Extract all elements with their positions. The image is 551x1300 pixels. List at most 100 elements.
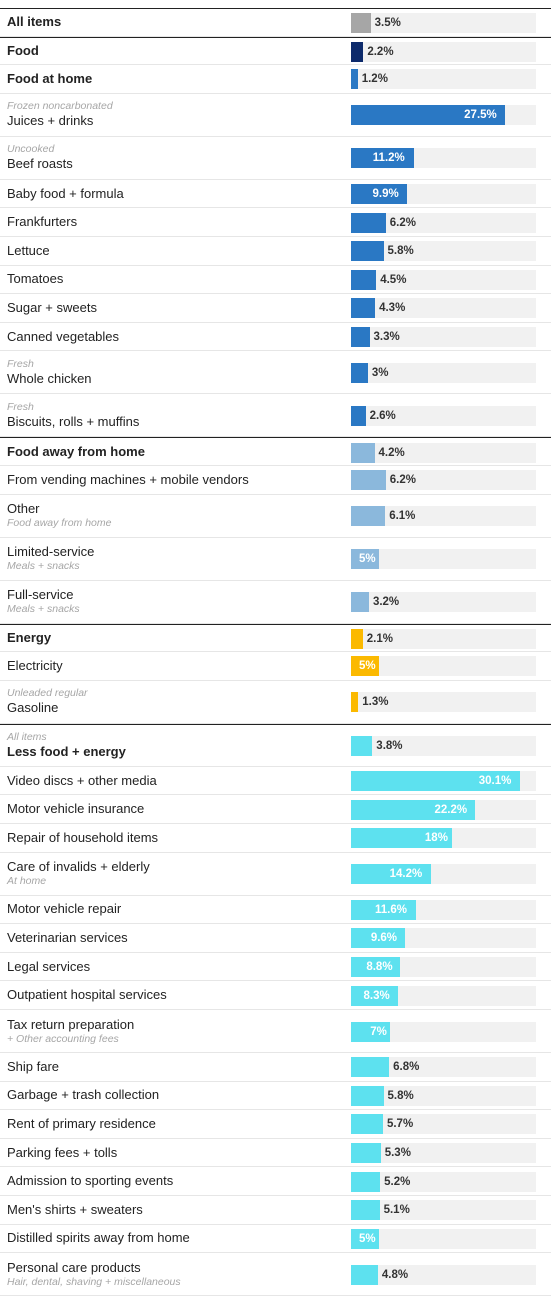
bar-track: 4.8%: [351, 1264, 536, 1285]
row-label-text: Gasoline: [7, 700, 59, 716]
row-label: Fresh Whole chicken: [7, 351, 341, 393]
bar: [351, 628, 363, 649]
row-label: Fresh Biscuits, rolls + muffins: [7, 394, 341, 436]
row-sublabel: Fresh: [7, 400, 34, 413]
row-label-text: Beef roasts: [7, 156, 73, 172]
bar-value-label: 6.8%: [393, 1061, 420, 1074]
chart-row: Uncooked Beef roasts 11.2%: [0, 137, 551, 180]
bar-value-label: 5.1%: [383, 1204, 410, 1217]
row-label: Other Food away from home: [7, 495, 341, 537]
row-label: Electricity: [7, 652, 341, 680]
bar-value-label: 7%: [370, 1025, 387, 1038]
bar: [351, 1114, 383, 1135]
bar-value-label: 11.6%: [375, 903, 407, 916]
bar-track: 6.2%: [351, 212, 536, 233]
chart-row: Tomatoes 4.5%: [0, 266, 551, 295]
bar-track: 3%: [351, 362, 536, 383]
bar-value-label: 6.1%: [389, 510, 416, 523]
bar-track: 3.2%: [351, 592, 536, 613]
bar-track: 2.1%: [351, 628, 536, 649]
row-label-text: Distilled spirits away from home: [7, 1230, 190, 1246]
row-label: Sugar + sweets: [7, 294, 341, 322]
row-label: Tax return preparation + Other accounting…: [7, 1010, 341, 1052]
bar-track: 5.3%: [351, 1143, 536, 1164]
bar-track: 1.2%: [351, 69, 536, 90]
bar: [351, 405, 366, 426]
chart-row: Tax return preparation + Other accounting…: [0, 1010, 551, 1053]
row-label-text: Canned vegetables: [7, 328, 120, 344]
bar: [351, 148, 414, 169]
bar: [351, 1057, 390, 1078]
chart-row: Repair of household items 18%: [0, 824, 551, 853]
chart-row: Lettuce 5.8%: [0, 237, 551, 266]
bar-value-label: 4.3%: [379, 302, 406, 315]
bar-value-label: 8.3%: [363, 989, 390, 1002]
bar: [351, 1171, 381, 1192]
row-label-text: From vending machines + mobile vendors: [7, 471, 249, 487]
row-label: Frankfurters: [7, 208, 341, 236]
bar-value-label: 5%: [359, 1232, 376, 1245]
row-label: Energy: [7, 625, 341, 652]
chart-row: Legal services 8.8%: [0, 953, 551, 982]
bar-value-label: 9.6%: [370, 932, 398, 945]
chart-row: Men's shirts + sweaters 5.1%: [0, 1196, 551, 1225]
bar: [351, 1200, 380, 1221]
bar-track: 4.2%: [351, 442, 536, 463]
chart-row: All items 3.5%: [0, 8, 551, 37]
row-label-text: Whole chicken: [7, 370, 92, 386]
bar-value-label: 9.9%: [372, 188, 399, 201]
bar-track: 11.2%: [351, 148, 536, 169]
chart-row: Other Food away from home 6.1%: [0, 495, 551, 538]
row-label-text: Full-service: [7, 587, 74, 603]
bar: [351, 736, 373, 757]
bar: [351, 269, 377, 290]
row-label-text: Baby food + formula: [7, 185, 124, 201]
bar-value-label: 4.5%: [380, 273, 407, 286]
row-label: Admission to sporting events: [7, 1167, 341, 1195]
row-label-text: Food at home: [7, 70, 93, 86]
chart-row: Video discs + other media 30.1%: [0, 767, 551, 796]
bar: [351, 928, 405, 949]
row-label: Motor vehicle insurance: [7, 795, 341, 823]
bar: [351, 105, 506, 126]
bar-value-label: 6.2%: [389, 216, 416, 229]
bar-track: 8.8%: [351, 957, 536, 978]
chart-row: Admission to sporting events 5.2%: [0, 1167, 551, 1196]
bar-value-label: 5.8%: [387, 1089, 414, 1102]
row-label: Lettuce: [7, 237, 341, 265]
bar-value-label: 5%: [359, 660, 376, 673]
chart-row: Limited-service Meals + snacks 5%: [0, 538, 551, 581]
chart-row: Motor vehicle insurance 22.2%: [0, 795, 551, 824]
row-label: Garbage + trash collection: [7, 1082, 341, 1110]
row-label-text: Personal care products: [7, 1259, 141, 1275]
bar: [351, 592, 369, 613]
row-label-text: Less food + energy: [7, 743, 126, 759]
bar-track: 5.8%: [351, 241, 536, 262]
bar-value-label: 8.8%: [366, 961, 393, 974]
row-label-text: All items: [7, 14, 62, 30]
chart-row: Unleaded regular Gasoline 1.3%: [0, 681, 551, 724]
row-sublabel: Meals + snacks: [7, 603, 80, 616]
chart-row: Frankfurters 6.2%: [0, 208, 551, 237]
row-label: Full-service Meals + snacks: [7, 581, 341, 623]
bar-track: 1.3%: [351, 692, 536, 713]
bar-track: 2.6%: [351, 405, 536, 426]
row-label: Parking fees + tolls: [7, 1139, 341, 1167]
bar-value-label: 3.2%: [372, 596, 400, 609]
row-label-text: Motor vehicle repair: [7, 901, 122, 917]
row-label-text: Outpatient hospital services: [7, 987, 167, 1003]
row-label: Food: [7, 38, 341, 65]
chart-row: Veterinarian services 9.6%: [0, 924, 551, 953]
row-sublabel: Meals + snacks: [7, 560, 80, 573]
chart-row: Canned vegetables 3.3%: [0, 323, 551, 352]
bar: [351, 327, 370, 348]
row-label-text: Motor vehicle insurance: [7, 801, 145, 817]
bar-value-label: 2.1%: [366, 632, 393, 645]
bar-track: 6.2%: [351, 470, 536, 491]
bar-value-label: 1.3%: [362, 696, 389, 709]
bar-value-label: 2.2%: [367, 45, 394, 58]
bar-value-label: 4.8%: [381, 1268, 409, 1281]
bar-track: 8.3%: [351, 985, 536, 1006]
bar-track: 9.9%: [351, 184, 536, 205]
